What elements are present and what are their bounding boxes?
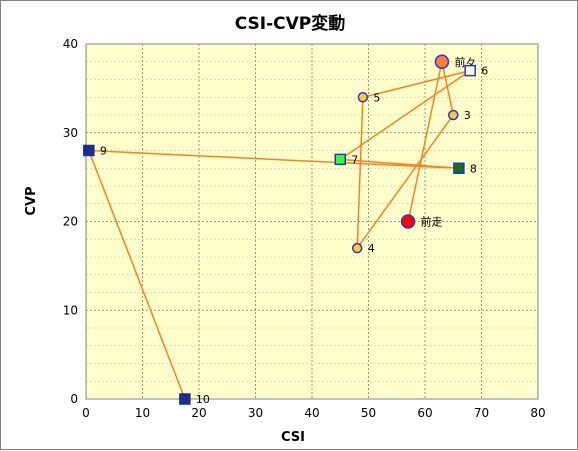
data-point [448,109,459,121]
x-tick-label: 30 [248,406,263,420]
data-label: 9 [100,145,107,158]
data-label: 前走 [421,215,443,229]
y-tick-label: 20 [63,215,78,229]
y-tick-label: 40 [63,37,78,51]
data-point [464,64,476,77]
x-tick-label: 80 [530,406,545,420]
data-point [334,153,346,166]
y-tick-label: 30 [63,126,78,140]
y-tick-label: 10 [63,303,78,317]
data-label: 10 [196,393,210,406]
data-label: 6 [481,65,488,78]
data-point [400,214,416,229]
data-label: 5 [373,91,380,104]
x-tick-label: 50 [361,406,376,420]
y-tick-label: 0 [70,392,78,406]
x-axis-title: CSI [281,430,305,445]
x-tick-label: 40 [304,406,319,420]
data-label: 8 [470,162,477,175]
data-point [83,144,95,157]
data-point [351,242,363,254]
x-tick-label: 60 [417,406,432,420]
data-point [357,92,369,103]
data-label: 3 [464,109,471,122]
data-point [453,162,465,174]
x-tick-label: 20 [191,406,206,420]
x-tick-label: 0 [82,406,90,420]
y-axis-title: CVP [24,186,39,215]
data-point [434,54,450,69]
plot-border [85,43,539,400]
data-label: 4 [368,242,375,255]
data-point [179,393,191,405]
data-label: 7 [351,153,358,166]
chart-title: CSI-CVP変動 [235,13,346,34]
x-tick-label: 10 [135,406,150,420]
x-tick-label: 70 [474,406,489,420]
series-line [87,61,471,400]
